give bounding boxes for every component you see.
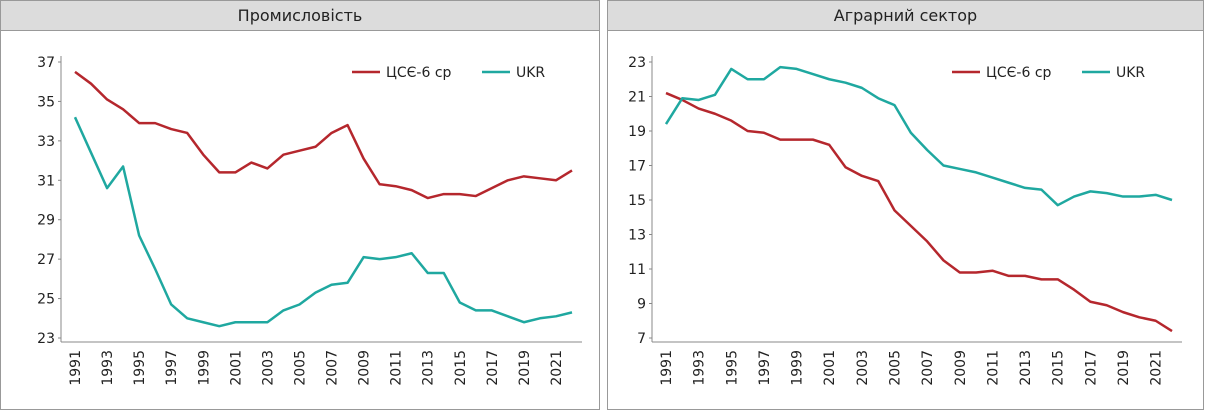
x-tick-label: 2001	[822, 350, 838, 386]
series-line	[665, 91, 1173, 333]
y-tick-label: 21	[628, 90, 646, 106]
y-tick-label: 25	[37, 292, 55, 308]
x-tick-label: 1995	[132, 350, 148, 386]
series-line	[73, 116, 573, 328]
y-tick-label: 31	[37, 173, 55, 189]
x-tick-label: 2021	[549, 350, 565, 386]
x-tick-label: 2021	[1149, 350, 1165, 386]
x-tick-label: 2005	[888, 350, 904, 386]
x-tick-label: 2005	[292, 350, 308, 386]
x-tick-label: 2009	[953, 350, 969, 386]
y-tick-label: 9	[637, 297, 646, 313]
x-tick-label: 1999	[196, 350, 212, 386]
series-line	[74, 70, 573, 200]
x-tick-label: 2003	[260, 350, 276, 386]
chart-title: Промисловість	[238, 6, 363, 25]
x-tick-label: 1993	[692, 350, 708, 386]
title-bar	[607, 0, 1204, 31]
y-tick-label: 35	[37, 94, 55, 110]
legend-label: UKR	[1116, 65, 1145, 81]
x-tick-label: 2007	[325, 350, 341, 386]
y-tick-label: 37	[37, 55, 55, 71]
x-tick-label: 2015	[453, 350, 469, 386]
x-tick-label: 1991	[68, 350, 84, 386]
x-tick-label: 2013	[421, 350, 437, 386]
x-tick-label: 1993	[100, 350, 116, 386]
x-tick-label: 2013	[1018, 350, 1034, 386]
chart-title: Аграрний сектор	[834, 6, 977, 25]
y-tick-label: 19	[628, 124, 646, 140]
y-tick-label: 29	[37, 213, 55, 229]
x-tick-label: 2019	[1116, 350, 1132, 386]
x-tick-label: 1999	[790, 350, 806, 386]
panel-border	[0, 0, 600, 410]
y-tick-label: 17	[628, 159, 646, 175]
x-tick-label: 2011	[985, 350, 1001, 386]
title-bar	[0, 0, 600, 31]
x-tick-label: 2003	[855, 350, 871, 386]
y-tick-label: 7	[637, 331, 646, 347]
legend-label: ЦСЄ-6 ср	[986, 65, 1052, 81]
x-tick-label: 2011	[389, 350, 405, 386]
x-tick-label: 1995	[724, 350, 740, 386]
x-tick-label: 1997	[757, 350, 773, 386]
y-tick-label: 23	[37, 331, 55, 347]
y-tick-label: 23	[628, 55, 646, 71]
x-tick-label: 1997	[164, 350, 180, 386]
x-tick-label: 1991	[659, 350, 675, 386]
legend-label: ЦСЄ-6 ср	[386, 65, 452, 81]
y-tick-label: 11	[628, 262, 646, 278]
series-line	[664, 65, 1173, 207]
panel-border	[607, 0, 1204, 410]
x-tick-label: 2017	[1083, 350, 1099, 386]
legend-label: UKR	[516, 65, 545, 81]
y-tick-label: 15	[628, 193, 646, 209]
x-tick-label: 2017	[485, 350, 501, 386]
y-tick-label: 13	[628, 228, 646, 244]
x-tick-label: 2019	[517, 350, 533, 386]
y-tick-label: 33	[37, 134, 55, 150]
x-tick-label: 2007	[920, 350, 936, 386]
x-tick-label: 2015	[1051, 350, 1067, 386]
x-tick-label: 2001	[228, 350, 244, 386]
y-tick-label: 27	[37, 252, 55, 268]
x-tick-label: 2009	[357, 350, 373, 386]
